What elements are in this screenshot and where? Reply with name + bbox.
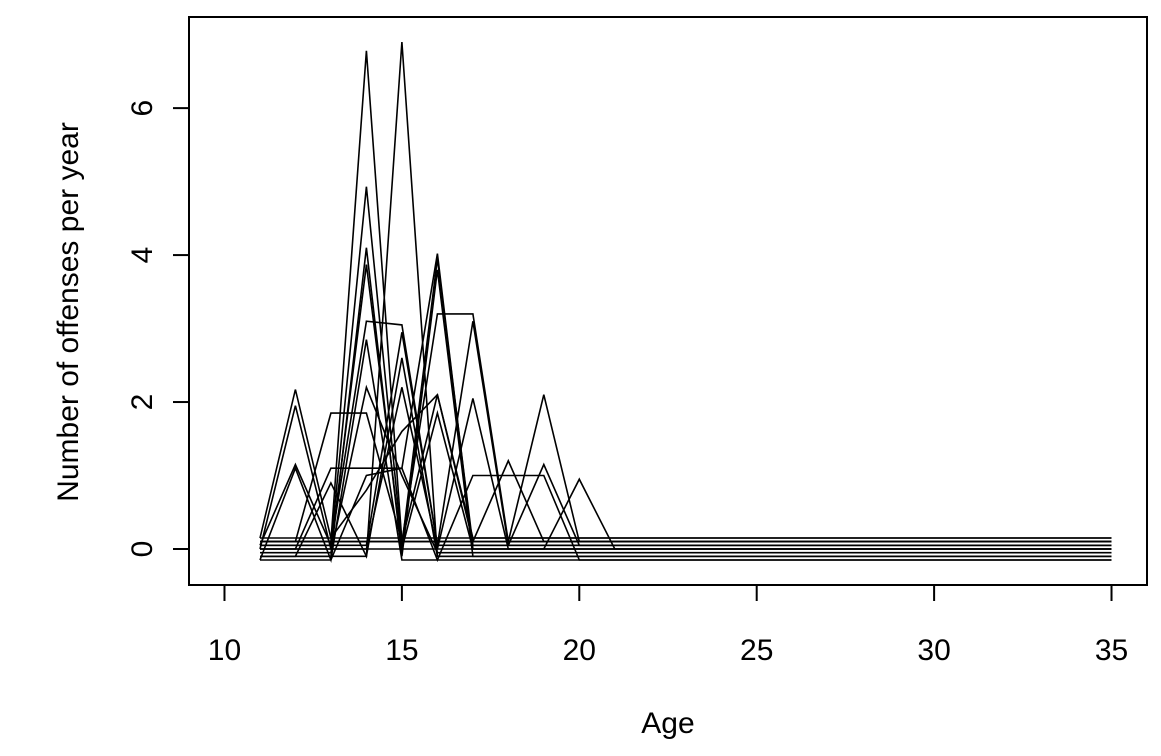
y-axis-label: Number of offenses per year <box>52 122 85 502</box>
y-tick-label: 4 <box>126 247 159 264</box>
x-tick-label: 30 <box>917 634 950 667</box>
series-line <box>260 394 1112 543</box>
series-line <box>260 41 1112 558</box>
x-tick-label: 25 <box>740 634 773 667</box>
y-tick-label: 0 <box>126 541 159 558</box>
series-line <box>260 357 1112 559</box>
series-line <box>259 389 1112 539</box>
series-line <box>260 467 1112 563</box>
y-tick-label: 6 <box>126 100 159 117</box>
series-line <box>260 384 1112 554</box>
series-line <box>260 409 1112 550</box>
x-tick-label: 35 <box>1095 634 1128 667</box>
series-line <box>260 332 1112 547</box>
y-tick-label: 2 <box>126 394 159 411</box>
x-tick-label: 10 <box>208 634 241 667</box>
plot-box <box>188 16 1148 586</box>
x-axis-label: Age <box>641 707 694 740</box>
x-tick-label: 20 <box>563 634 596 667</box>
x-tick-label: 15 <box>385 634 418 667</box>
series-line <box>260 393 1112 539</box>
